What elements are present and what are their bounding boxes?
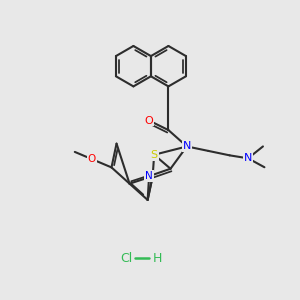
Text: N: N bbox=[145, 171, 153, 181]
Text: S: S bbox=[151, 150, 158, 160]
Text: N: N bbox=[183, 141, 191, 152]
Text: N: N bbox=[244, 153, 252, 163]
Text: H: H bbox=[153, 252, 162, 265]
Text: Cl: Cl bbox=[120, 252, 132, 265]
Text: O: O bbox=[88, 154, 96, 164]
Text: O: O bbox=[145, 116, 154, 126]
